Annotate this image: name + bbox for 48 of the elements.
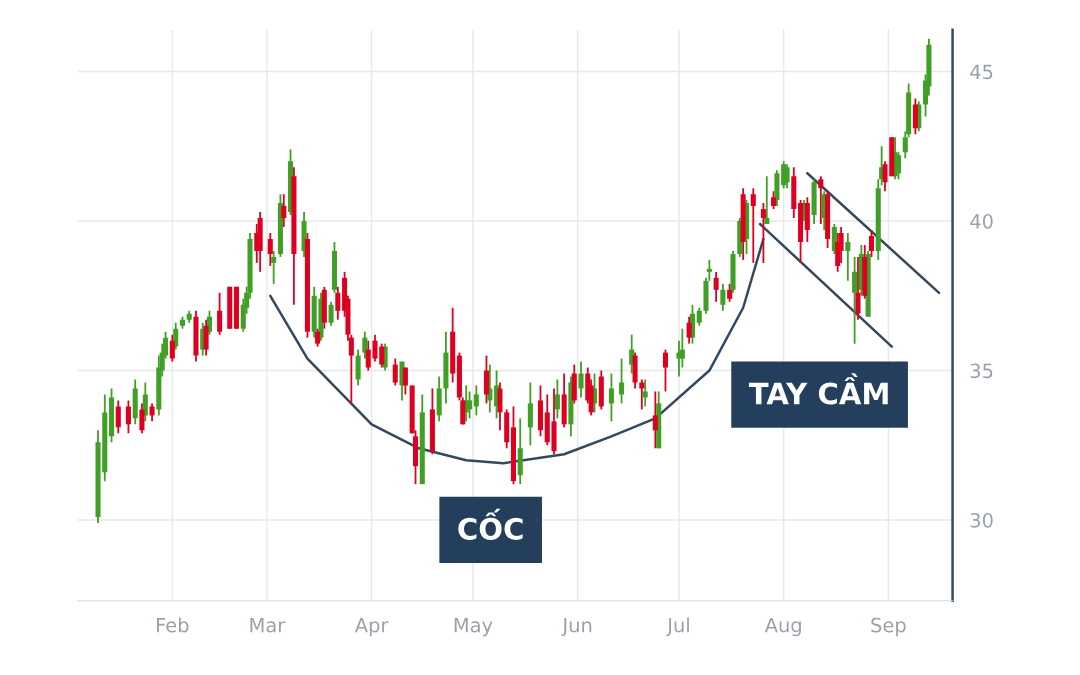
annotation: CỐC [458,508,523,540]
candlestick [497,381,503,432]
x-tick-label: Sep [871,617,906,637]
candlestick [784,163,790,190]
candlestick [335,285,341,321]
candlestick [662,348,668,393]
y-tick-label: 30 [970,512,993,528]
x-tick-label: May [454,618,493,637]
candlestick [281,193,287,228]
candlestick [578,360,584,399]
candlestick [686,315,692,345]
candlestick [460,396,466,426]
candlestick [642,378,648,408]
candlestick [750,187,756,264]
annotation: TAY CẦM [748,373,888,405]
candlestick [845,232,851,282]
x-tick-label: Jun [561,618,592,637]
x-tick-label: Jul [666,617,689,637]
candlestick [473,384,479,417]
candlestick [639,378,645,411]
candlestick [527,381,533,447]
candlestick [467,390,473,420]
candlestick [895,151,902,181]
candlestick [328,300,334,327]
candlestick [362,330,368,360]
x-tick-label: Feb [157,617,189,633]
candlestick [608,372,614,423]
candlestick [392,357,398,387]
candlestick [764,175,770,225]
candlestick [818,175,824,225]
candlestick [355,348,361,387]
x-tick-label: Apr [354,618,389,637]
candlestick [912,97,918,136]
candlestick [483,354,489,405]
candlestick [267,232,273,267]
candlestick [619,357,625,405]
candlestick [760,202,766,264]
y-tick-label: 35 [970,363,993,379]
candlestick [402,366,408,396]
candlestick [554,378,560,420]
candlestick [271,250,277,285]
candlestick [720,282,726,312]
x-tick-label: Aug [764,618,801,637]
y-tick-label: 40 [970,214,993,229]
y-tick-label: 45 [970,64,993,80]
x-tick-label: Mar [250,618,286,633]
candlestick [868,229,875,258]
candlestick [713,270,719,303]
